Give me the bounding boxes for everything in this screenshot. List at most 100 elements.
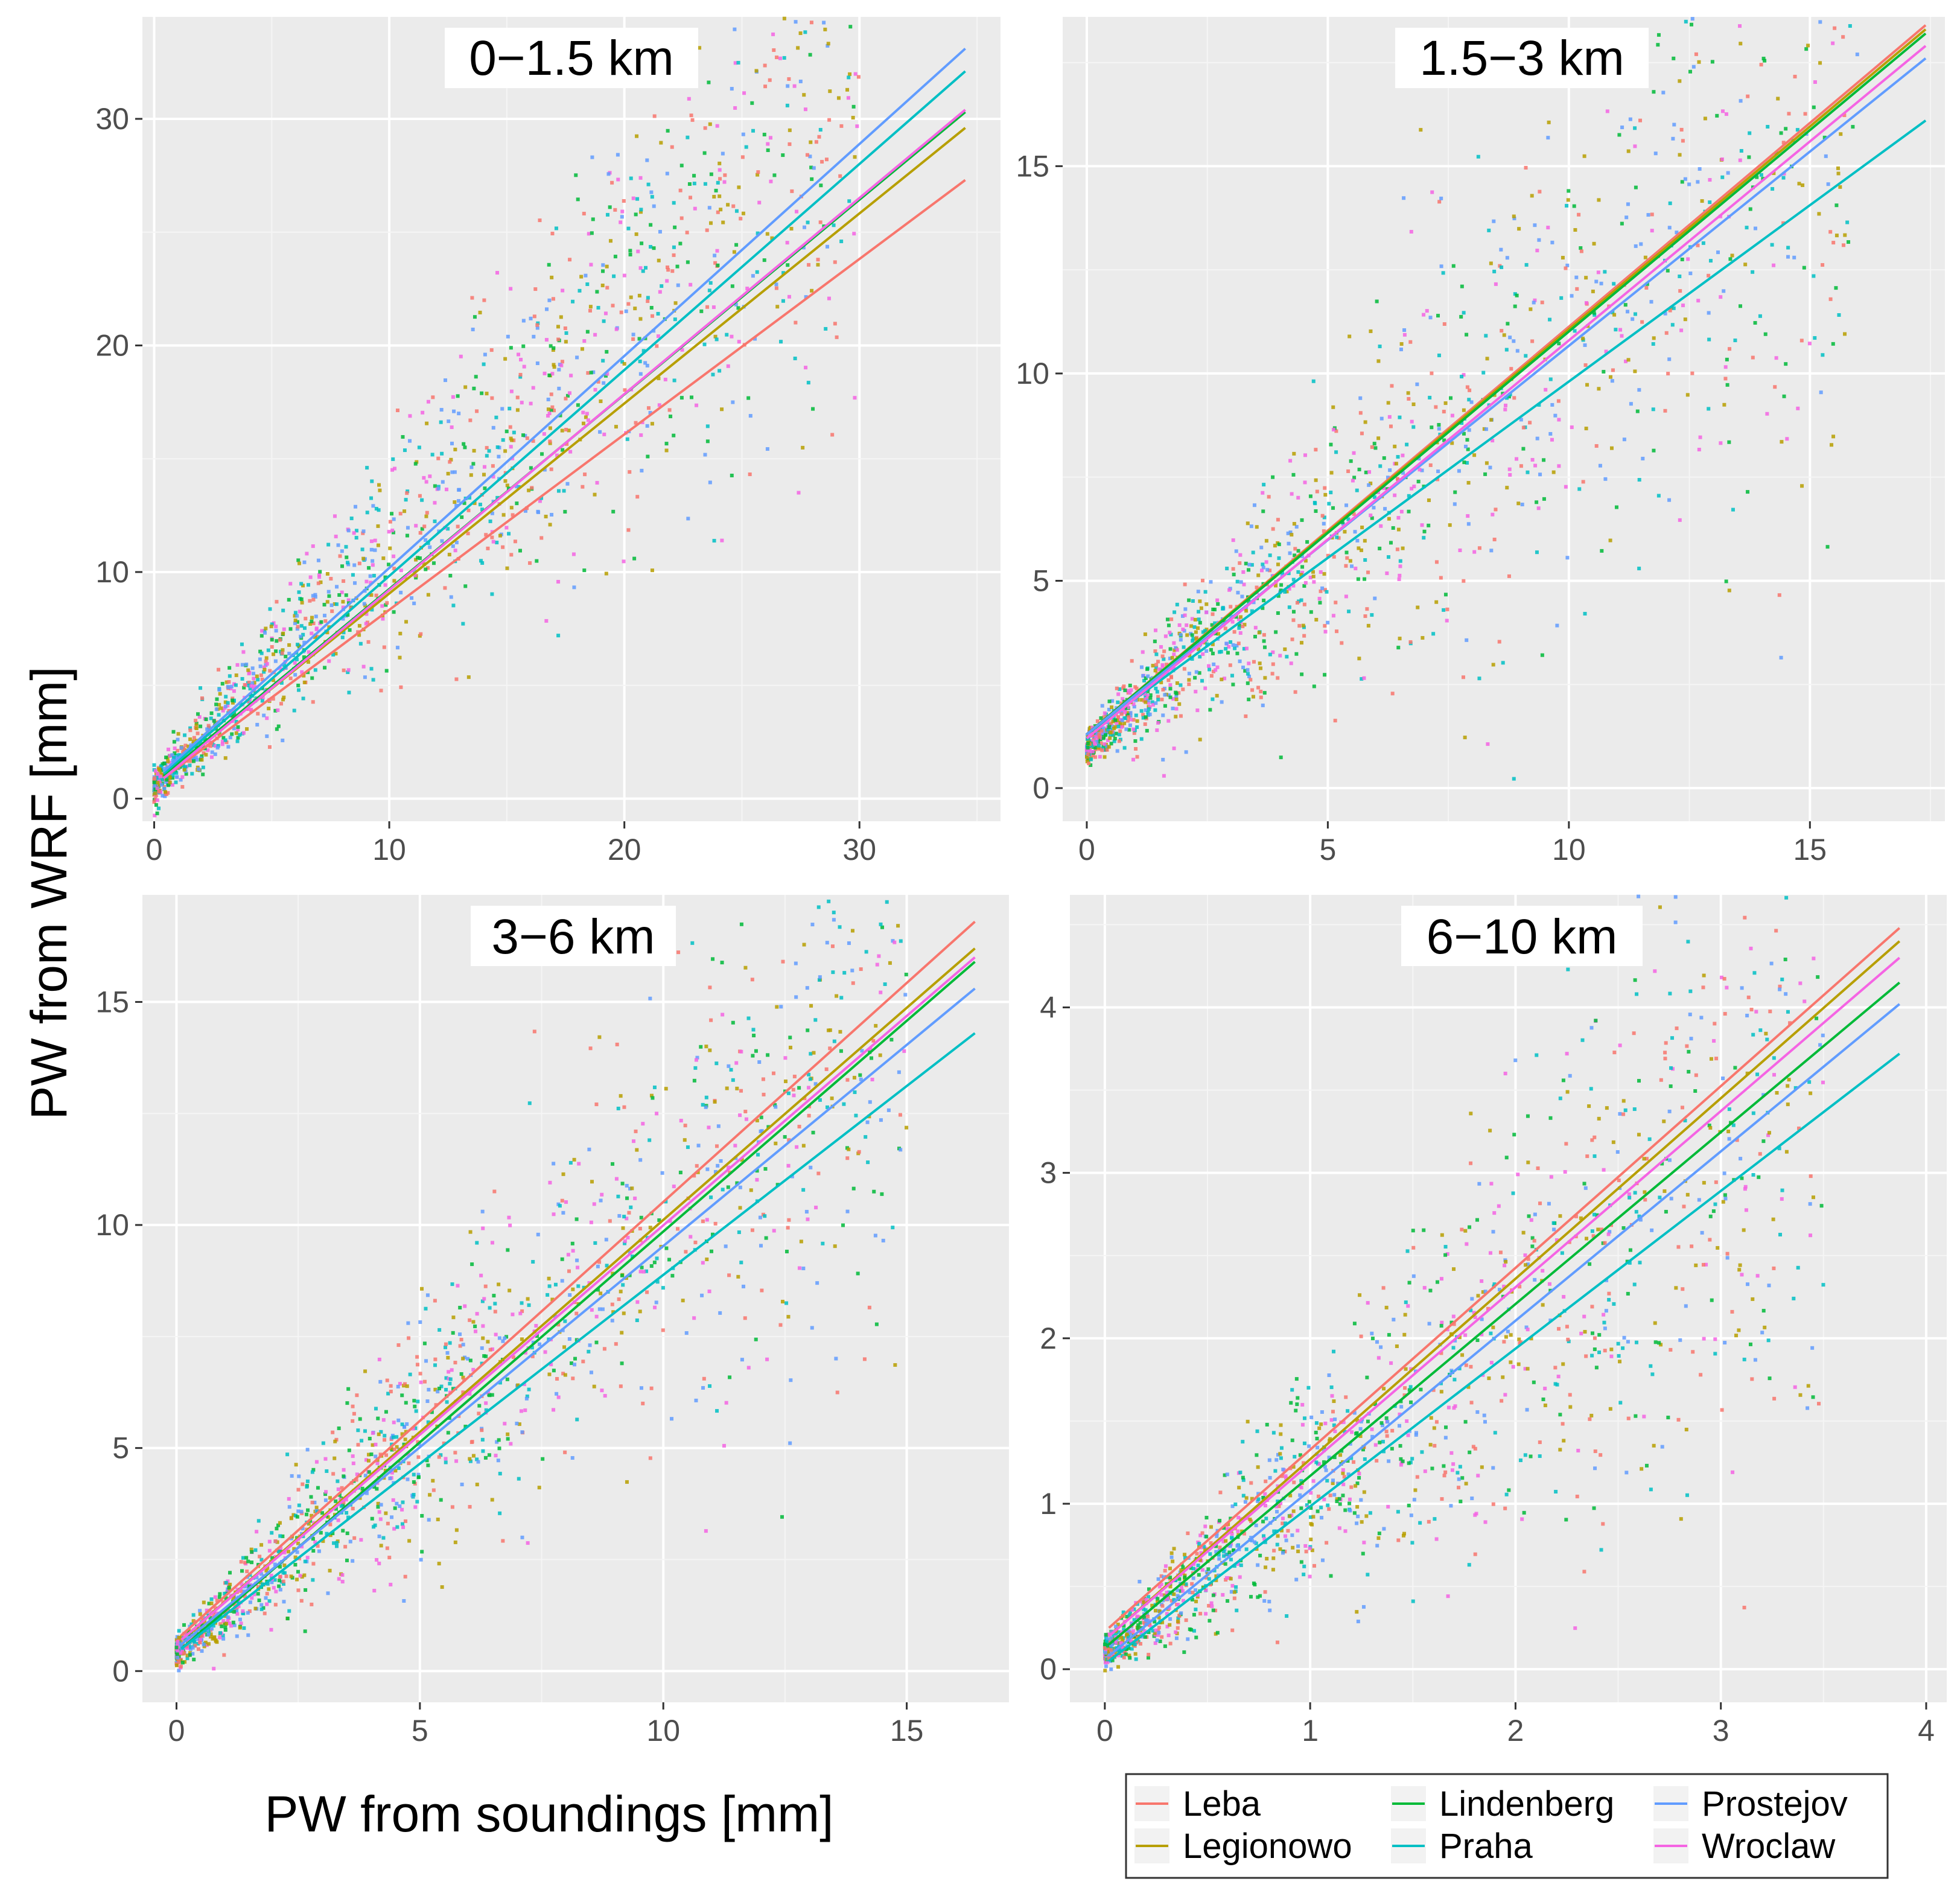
data-point — [1491, 439, 1495, 443]
data-point — [313, 595, 317, 599]
data-point — [1151, 664, 1155, 668]
data-point — [875, 962, 879, 967]
data-point — [162, 766, 167, 771]
data-point — [638, 1270, 643, 1274]
data-point — [325, 1469, 329, 1473]
data-point — [179, 1658, 183, 1662]
data-point — [648, 1226, 652, 1230]
data-point — [560, 1198, 564, 1203]
data-point — [1519, 418, 1523, 422]
data-point — [188, 737, 192, 742]
data-point — [1818, 1043, 1822, 1047]
data-point — [416, 556, 420, 560]
data-point — [418, 1372, 422, 1376]
data-point — [532, 314, 536, 319]
data-point — [383, 1438, 387, 1442]
data-point — [381, 1536, 386, 1540]
data-point — [426, 399, 430, 404]
data-point — [726, 1165, 730, 1169]
data-point — [1168, 631, 1172, 635]
data-point — [828, 1046, 832, 1051]
data-point — [1484, 461, 1489, 465]
data-point — [1792, 255, 1796, 259]
data-point — [1352, 1411, 1357, 1415]
data-point — [827, 296, 831, 301]
data-point — [1543, 1403, 1547, 1407]
data-point — [740, 1358, 744, 1362]
data-point — [1120, 718, 1124, 722]
data-point — [1146, 693, 1150, 698]
data-point — [299, 624, 304, 628]
data-point — [171, 730, 176, 734]
data-point — [1761, 57, 1766, 61]
data-point — [1624, 215, 1629, 220]
data-point — [313, 1500, 317, 1504]
data-point — [396, 1384, 400, 1388]
data-point — [1564, 1142, 1568, 1146]
data-point — [296, 683, 301, 687]
data-point — [528, 561, 532, 565]
data-point — [160, 777, 164, 781]
data-point — [289, 1516, 293, 1521]
data-point — [1638, 118, 1643, 122]
data-point — [1128, 714, 1133, 718]
data-point — [1592, 313, 1597, 317]
data-point — [1415, 382, 1419, 386]
data-point — [210, 750, 214, 754]
data-point — [738, 1185, 742, 1189]
data-point — [630, 1186, 634, 1191]
data-point — [218, 1622, 223, 1626]
data-point — [281, 739, 285, 743]
data-point — [690, 395, 694, 399]
data-point — [260, 1582, 264, 1586]
data-point — [1262, 1599, 1267, 1603]
data-point — [633, 307, 637, 311]
data-point — [1489, 1182, 1494, 1186]
data-point — [1798, 1393, 1802, 1397]
panel-title-background — [445, 28, 698, 88]
data-point — [384, 1453, 389, 1457]
data-point — [773, 1103, 777, 1107]
data-point — [194, 758, 199, 762]
data-point — [232, 689, 236, 693]
data-point — [637, 293, 641, 297]
data-point — [194, 1637, 199, 1641]
data-point — [1123, 710, 1127, 714]
data-point — [1319, 570, 1323, 574]
data-point — [357, 561, 361, 565]
data-point — [1116, 700, 1120, 704]
data-point — [575, 1258, 579, 1262]
data-point — [1276, 611, 1280, 616]
data-point — [1369, 329, 1373, 333]
data-point — [1122, 1624, 1126, 1628]
data-point — [326, 542, 331, 547]
data-point — [786, 84, 790, 88]
data-point — [807, 1113, 811, 1118]
data-point — [1229, 605, 1233, 609]
data-point — [363, 675, 367, 679]
data-point — [1210, 623, 1214, 627]
data-point — [485, 446, 489, 450]
data-point — [1112, 739, 1116, 743]
data-point — [1159, 1574, 1163, 1578]
data-point — [692, 174, 696, 178]
data-point — [1515, 349, 1519, 353]
data-point — [401, 435, 405, 439]
data-point — [344, 545, 348, 549]
x-axis-ticks: 0 5 10 15 — [168, 1702, 923, 1748]
data-point — [1577, 487, 1582, 491]
data-point — [494, 1454, 498, 1458]
data-point — [302, 640, 307, 644]
data-point — [795, 1145, 799, 1149]
data-point — [734, 209, 739, 213]
data-point — [544, 338, 549, 342]
data-point — [527, 1303, 531, 1307]
data-point — [1353, 530, 1357, 534]
data-point — [1408, 340, 1413, 344]
data-point — [632, 1139, 636, 1144]
data-point — [389, 1390, 393, 1394]
data-point — [1581, 480, 1585, 484]
data-point — [246, 1633, 250, 1637]
data-point — [159, 765, 163, 769]
data-point — [648, 1138, 652, 1142]
